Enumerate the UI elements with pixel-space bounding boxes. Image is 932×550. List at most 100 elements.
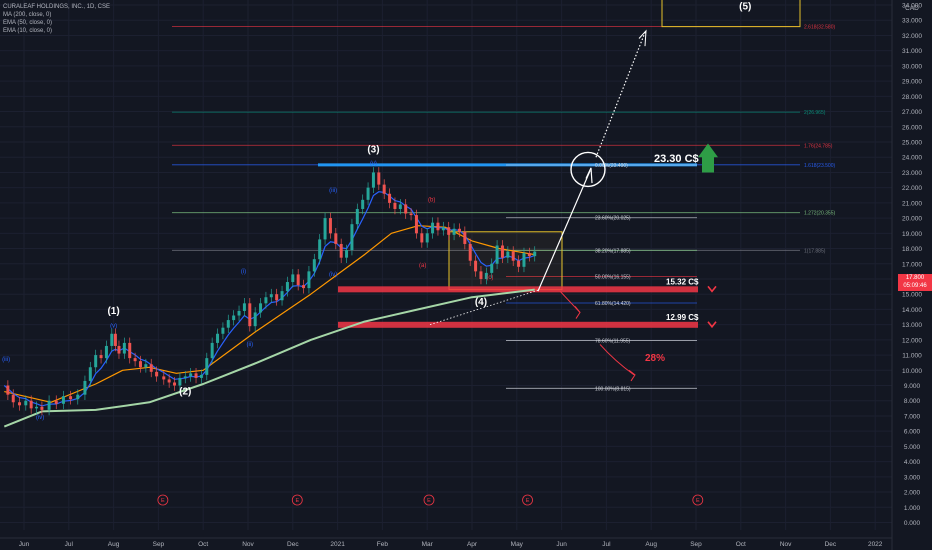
candle-body bbox=[149, 364, 153, 372]
candle-body bbox=[24, 400, 28, 406]
candle-body bbox=[11, 394, 15, 403]
candle-body bbox=[495, 245, 499, 264]
x-tick-label: Nov bbox=[242, 541, 254, 548]
candle-body bbox=[409, 213, 413, 216]
candle-body bbox=[377, 172, 381, 185]
candle-body bbox=[334, 233, 338, 244]
wave-label: (iv) bbox=[36, 415, 44, 421]
earnings-icon bbox=[692, 494, 704, 506]
target-price-label: 23.30 C$ bbox=[654, 153, 699, 165]
candle-body bbox=[490, 263, 494, 273]
candle-body bbox=[113, 333, 117, 346]
wave-label: (4) bbox=[475, 297, 487, 308]
x-tick-label: 2022 bbox=[868, 541, 883, 548]
y-tick-label: 27.000 bbox=[902, 109, 922, 116]
legend-ema10: EMA (10, close, 0) bbox=[3, 28, 53, 34]
candle-body bbox=[533, 251, 537, 257]
fib-retrace-label: 100.00%(8.815) bbox=[595, 386, 631, 392]
x-tick-label: Oct bbox=[736, 541, 746, 548]
candle-body bbox=[420, 233, 424, 243]
candle-body bbox=[138, 361, 142, 368]
candle-body bbox=[447, 227, 451, 235]
candle-body bbox=[76, 394, 80, 400]
candle-body bbox=[173, 382, 177, 386]
chart-legend: CURALEAF HOLDINGS, INC., 1D, CSE MA (200… bbox=[3, 3, 110, 35]
wave-label: (5) bbox=[739, 2, 751, 13]
y-tick-label: 26.000 bbox=[902, 124, 922, 131]
support-zone-label: 15.32 C$ bbox=[666, 277, 699, 286]
candle-body bbox=[285, 282, 289, 292]
x-tick-label: Nov bbox=[780, 541, 792, 548]
earnings-label: E bbox=[696, 498, 700, 504]
candle-body bbox=[205, 358, 209, 375]
candle-body bbox=[468, 243, 472, 261]
fib-retrace-label: 23.60%(20.025) bbox=[595, 216, 631, 222]
candle-body bbox=[414, 215, 418, 234]
candle-body bbox=[99, 355, 103, 359]
legend-title: CURALEAF HOLDINGS, INC., 1D, CSE bbox=[3, 4, 111, 10]
candle-body bbox=[194, 373, 198, 378]
candle-body bbox=[371, 172, 375, 188]
y-tick-label: 31.000 bbox=[902, 48, 922, 55]
candle-body bbox=[479, 271, 483, 279]
y-tick-label: 2.000 bbox=[904, 490, 921, 497]
y-tick-label: 22.000 bbox=[902, 185, 922, 192]
y-tick-label: 11.000 bbox=[902, 353, 922, 360]
y-tick-label: 6.000 bbox=[904, 429, 921, 436]
candle-body bbox=[452, 228, 456, 235]
x-tick-label: Oct bbox=[198, 541, 208, 548]
moving-average-line bbox=[3, 288, 535, 428]
candle-body bbox=[144, 364, 148, 368]
candle-body bbox=[291, 274, 295, 283]
candle-body bbox=[47, 400, 51, 410]
earnings-marker: E bbox=[291, 494, 303, 506]
fib-extension-label: 2.618(32.580) bbox=[804, 25, 835, 31]
candle-body bbox=[312, 259, 316, 272]
candle-body bbox=[318, 239, 322, 260]
target-circle bbox=[570, 151, 606, 188]
candle-body bbox=[128, 342, 132, 359]
earnings-icon bbox=[522, 494, 533, 506]
wave-label: (1) bbox=[107, 306, 119, 317]
candle-body bbox=[355, 208, 359, 225]
earnings-label: E bbox=[295, 498, 299, 504]
y-tick-label: 0.000 bbox=[904, 520, 921, 527]
support-zone bbox=[338, 321, 698, 328]
wave-label: (3) bbox=[367, 145, 379, 156]
moving-average-line bbox=[4, 225, 535, 403]
candle-body bbox=[221, 327, 225, 334]
candle-body bbox=[307, 271, 311, 289]
candle-body bbox=[94, 355, 98, 368]
y-tick-label: 19.000 bbox=[902, 231, 922, 238]
candle-body bbox=[323, 218, 327, 240]
candle-body bbox=[216, 333, 220, 343]
candle-body bbox=[302, 285, 306, 289]
y-tick-label: 24.000 bbox=[902, 155, 922, 162]
earnings-label: E bbox=[427, 498, 431, 504]
y-tick-label: 23.000 bbox=[902, 170, 922, 177]
candle-body bbox=[404, 204, 408, 214]
y-tick-label: 3.000 bbox=[904, 474, 921, 481]
support-zone bbox=[338, 286, 698, 293]
y-tick-label: 10.000 bbox=[902, 368, 922, 375]
candle-body bbox=[83, 380, 87, 395]
earnings-label: E bbox=[161, 498, 165, 504]
candle-body bbox=[361, 199, 365, 209]
candle-body bbox=[382, 184, 386, 194]
y-tick-label: 17.000 bbox=[902, 261, 922, 268]
candle-body bbox=[189, 373, 193, 377]
candle-body bbox=[527, 253, 531, 257]
candle-body bbox=[226, 320, 230, 328]
candle-body bbox=[133, 358, 137, 362]
x-tick-label: Aug bbox=[108, 541, 120, 548]
y-tick-label: 5.000 bbox=[904, 444, 921, 451]
candle-body bbox=[296, 274, 300, 286]
wave-label: (v) bbox=[370, 161, 377, 167]
wave-label: (iii) bbox=[329, 188, 337, 194]
y-tick-label: 28.000 bbox=[902, 94, 922, 101]
candle-body bbox=[259, 303, 263, 313]
candles bbox=[6, 167, 537, 416]
legend-ma200: MA (200, close, 0) bbox=[3, 12, 52, 18]
y-tick-label: 14.000 bbox=[902, 307, 922, 314]
